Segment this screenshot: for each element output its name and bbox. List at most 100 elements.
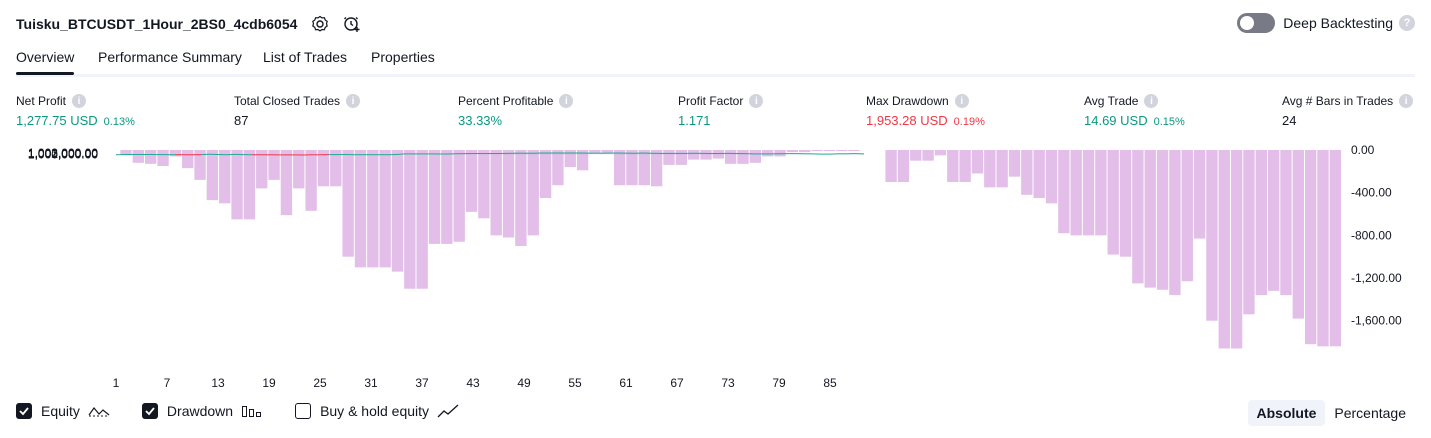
drawdown-bar [502,150,515,238]
strategy-header: Tuisku_BTCUSDT_1Hour_2BS0_4cdb6054 [16,14,361,34]
drawdown-bar [959,150,971,183]
metric-label: Total Closed Trades [234,94,341,108]
tab-performance-summary[interactable]: Performance Summary [98,49,242,65]
metric-value: 24 [1282,113,1297,128]
info-icon[interactable]: i [1144,94,1159,108]
equity-line-segment [396,153,406,155]
metric-net-profit: Net Profit i 1,277.75 USD 0.13% [16,93,135,128]
deep-backtesting-label: Deep Backtesting [1283,15,1393,31]
metric-value: 33.33% [458,113,503,128]
info-icon[interactable]: i [346,94,361,108]
drawdown-bars-icon [241,404,263,418]
drawdown-bar [539,150,552,199]
drawdown-bar [737,150,749,164]
info-icon[interactable]: i [954,94,969,108]
drawdown-bar [1070,150,1082,236]
drawdown-bar [1206,150,1218,321]
drawdown-bar [1304,150,1317,345]
drawdown-bar [1058,150,1070,234]
legend-buy-hold-equity[interactable]: Buy & hold equity [295,403,459,419]
drawdown-bar [725,150,737,164]
checkbox-checked-icon[interactable] [16,403,32,419]
drawdown-bar [342,150,354,257]
metric-total-closed-trades: Total Closed Trades i 87 [234,93,361,128]
drawdown-bar [391,150,404,272]
x-axis-tick: 67 [670,376,684,390]
legend-drawdown[interactable]: Drawdown [141,403,263,419]
deep-backtesting: Deep Backtesting ? [1237,13,1415,33]
drawdown-bar [922,150,934,161]
tab-list-of-trades[interactable]: List of Trades [263,49,348,65]
metric-percent: 0.19% [953,116,985,128]
drawdown-bar [1255,150,1267,296]
info-icon[interactable]: i [1399,94,1414,108]
drawdown-bar [650,150,663,187]
drawdown-bar [268,150,280,180]
left-axis-tick: 1,002,000.00 [28,147,98,161]
drawdown-bar [897,150,910,183]
metric-label: Percent Profitable [458,94,554,108]
drawdown-bar [934,150,947,156]
strategy-title: Tuisku_BTCUSDT_1Hour_2BS0_4cdb6054 [16,16,298,32]
checkbox-checked-icon[interactable] [141,403,158,419]
drawdown-bar [478,150,490,219]
metric-max-drawdown: Max Drawdown i 1,953.28 USD 0.19% [866,93,985,128]
deep-backtesting-toggle[interactable] [1237,13,1276,33]
drawdown-bar [984,150,996,188]
metric-label: Avg # Bars in Trades [1282,94,1394,108]
drawdown-bar [1119,150,1132,257]
drawdown-bar [564,150,576,168]
drawdown-bar [1107,150,1119,255]
drawdown-bar [1008,150,1021,177]
absolute-button[interactable]: Absolute [1247,400,1326,426]
tab-properties[interactable]: Properties [371,49,435,65]
add-alert-icon[interactable] [343,15,361,33]
info-icon[interactable]: i [749,94,764,108]
drawdown-bar [823,150,836,152]
info-icon[interactable]: i [559,94,574,108]
drawdown-bar [836,150,848,152]
drawdown-bar [515,150,527,247]
legend-equity[interactable]: Equity [16,403,110,419]
equity-drawdown-chart[interactable]: 1,003,000.001,002,000.001,001,000.001,00… [0,140,1431,390]
drawdown-bar [1095,150,1107,236]
right-axis-tick: 0.00 [1351,143,1375,157]
metric-percent: 0.13% [103,116,135,128]
drawdown-bar [354,150,367,268]
metric-value: 1,953.28 USD [866,113,948,128]
legend-label: Drawdown [166,403,234,419]
metric-label: Max Drawdown [866,94,949,108]
x-axis-tick: 37 [415,376,429,390]
drawdown-bar [1156,150,1169,290]
settings-icon[interactable] [311,15,329,33]
drawdown-bar [490,150,502,236]
drawdown-bar [749,150,762,163]
drawdown-bar [428,150,441,244]
help-icon[interactable]: ? [1399,15,1415,31]
drawdown-bar [293,150,305,189]
x-axis-tick: 61 [619,376,633,390]
tab-overview[interactable]: Overview [16,49,75,75]
checkbox-unchecked-icon[interactable] [295,403,312,419]
drawdown-bar [1144,150,1156,288]
drawdown-bar [1243,150,1255,315]
x-axis-tick: 43 [466,376,480,390]
drawdown-bar [687,150,700,160]
drawdown-bar [700,150,712,160]
info-icon[interactable]: i [72,94,87,108]
x-axis-tick: 85 [823,376,837,390]
drawdown-bar [1267,150,1280,291]
right-axis-tick: -400.00 [1351,186,1392,200]
drawdown-bar [441,150,453,244]
drawdown-bar [1280,150,1292,296]
x-axis-tick: 55 [568,376,582,390]
drawdown-bar [231,150,243,220]
percentage-button[interactable]: Percentage [1334,405,1406,421]
drawdown-bar [910,150,922,161]
right-axis-tick: -1,600.00 [1351,314,1402,328]
drawdown-bar [243,150,256,220]
drawdown-bar [404,150,416,289]
metric-avg-bars-in-trades: Avg # Bars in Trades i 24 [1282,93,1414,128]
left-axis-tick: 1,001,000.00 [28,147,98,161]
drawdown-bar [1292,150,1304,319]
